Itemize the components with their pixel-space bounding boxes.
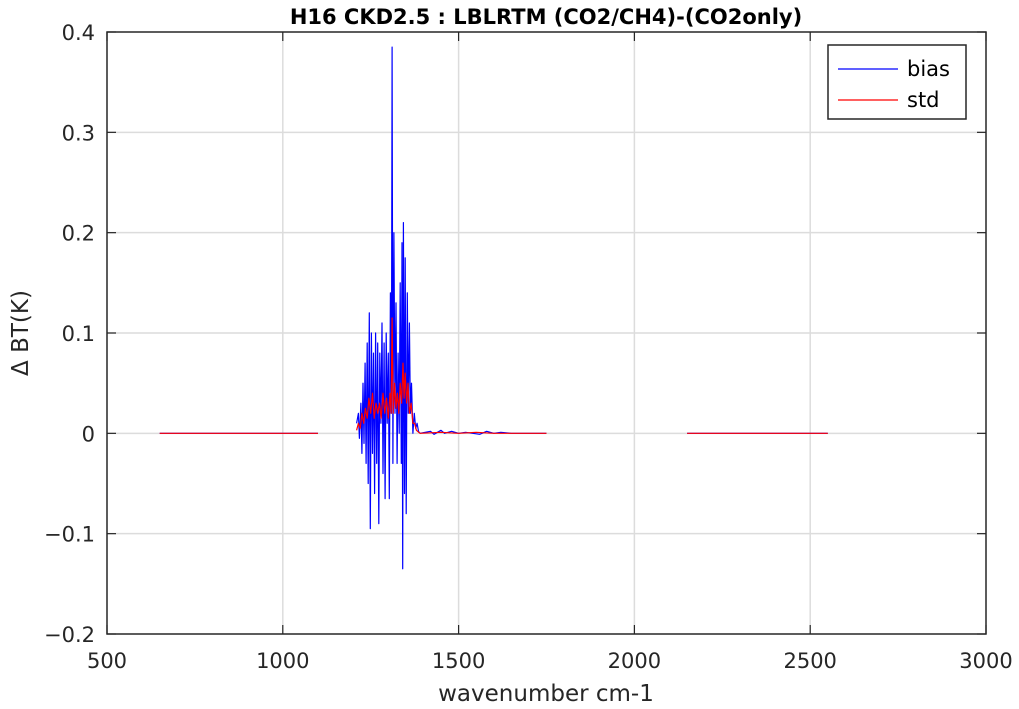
x-tick-label: 2500 xyxy=(783,649,836,673)
y-tick-label: 0.1 xyxy=(62,322,95,346)
y-tick-label: 0.2 xyxy=(62,222,95,246)
y-tick-label: 0.3 xyxy=(62,121,95,145)
x-tick-label: 2000 xyxy=(608,649,661,673)
std-line xyxy=(419,431,547,434)
y-tick-label: −0.2 xyxy=(44,623,95,647)
bias-line xyxy=(356,46,421,570)
legend: bias std xyxy=(827,44,967,120)
series-std xyxy=(159,317,828,434)
y-tick-label: −0.1 xyxy=(44,523,95,547)
legend-label-bias: bias xyxy=(907,57,950,81)
y-axis-label: Δ BT(K) xyxy=(8,290,34,376)
x-axis-label: wavenumber cm-1 xyxy=(438,681,654,707)
x-tick-label: 500 xyxy=(87,649,127,673)
legend-label-std: std xyxy=(907,88,940,112)
legend-box xyxy=(827,44,967,120)
chart-title: H16 CKD2.5 : LBLRTM (CO2/CH4)-(CO2only) xyxy=(290,5,802,29)
x-tick-label: 1000 xyxy=(256,649,309,673)
y-tick-label: 0 xyxy=(82,422,95,446)
y-tick-label: 0.4 xyxy=(62,21,95,45)
plot-lines xyxy=(159,46,828,570)
x-tick-label: 1500 xyxy=(432,649,485,673)
std-line xyxy=(356,317,421,434)
axis-ticks: 500 1000 1500 2000 2500 3000 −0.2 −0.1 0 0.1 0.2 0.… xyxy=(44,21,1013,673)
x-tick-label: 3000 xyxy=(959,649,1012,673)
